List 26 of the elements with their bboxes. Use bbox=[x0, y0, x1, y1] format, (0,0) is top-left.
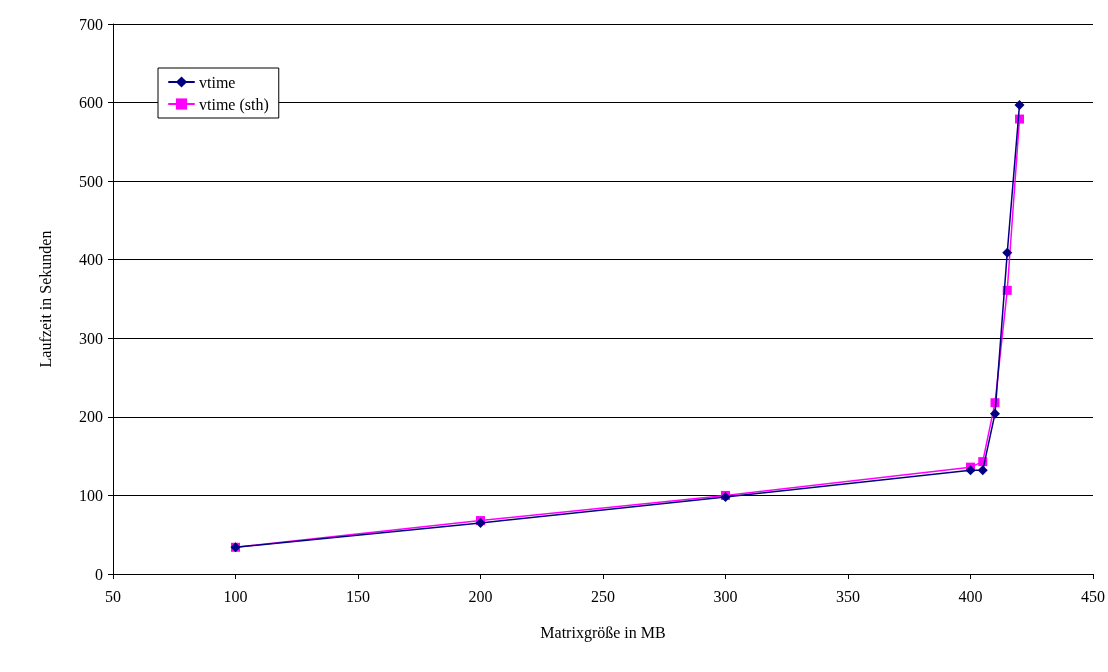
legend-label: vtime bbox=[199, 73, 236, 91]
x-axis-title: Matrixgröße in MB bbox=[540, 623, 666, 642]
y-tick-label: 700 bbox=[79, 15, 103, 33]
x-tick-label: 50 bbox=[105, 587, 121, 605]
y-tick-label: 0 bbox=[95, 565, 103, 583]
y-tick-label: 100 bbox=[79, 486, 103, 504]
y-axis-title: Laufzeit in Sekunden bbox=[36, 230, 54, 368]
x-tick-label: 100 bbox=[223, 587, 248, 605]
legend-label: vtime (sth) bbox=[199, 95, 269, 114]
x-tick-label: 300 bbox=[713, 587, 738, 605]
x-tick-label: 450 bbox=[1081, 587, 1105, 605]
x-tick-label: 400 bbox=[958, 587, 983, 605]
y-tick-label: 400 bbox=[79, 251, 103, 269]
x-tick-label: 150 bbox=[346, 587, 370, 605]
y-tick-label: 500 bbox=[79, 172, 103, 190]
x-tick-label: 350 bbox=[836, 587, 860, 605]
point bbox=[977, 465, 988, 476]
x-tick-label: 200 bbox=[468, 587, 493, 605]
x-tick-label: 250 bbox=[591, 587, 615, 605]
y-tick-label: 200 bbox=[79, 408, 103, 426]
point bbox=[990, 408, 1000, 419]
y-tick-label: 600 bbox=[79, 94, 103, 112]
point bbox=[1014, 99, 1025, 110]
point bbox=[965, 465, 976, 476]
point bbox=[1002, 247, 1013, 258]
y-tick-label: 300 bbox=[79, 329, 103, 347]
